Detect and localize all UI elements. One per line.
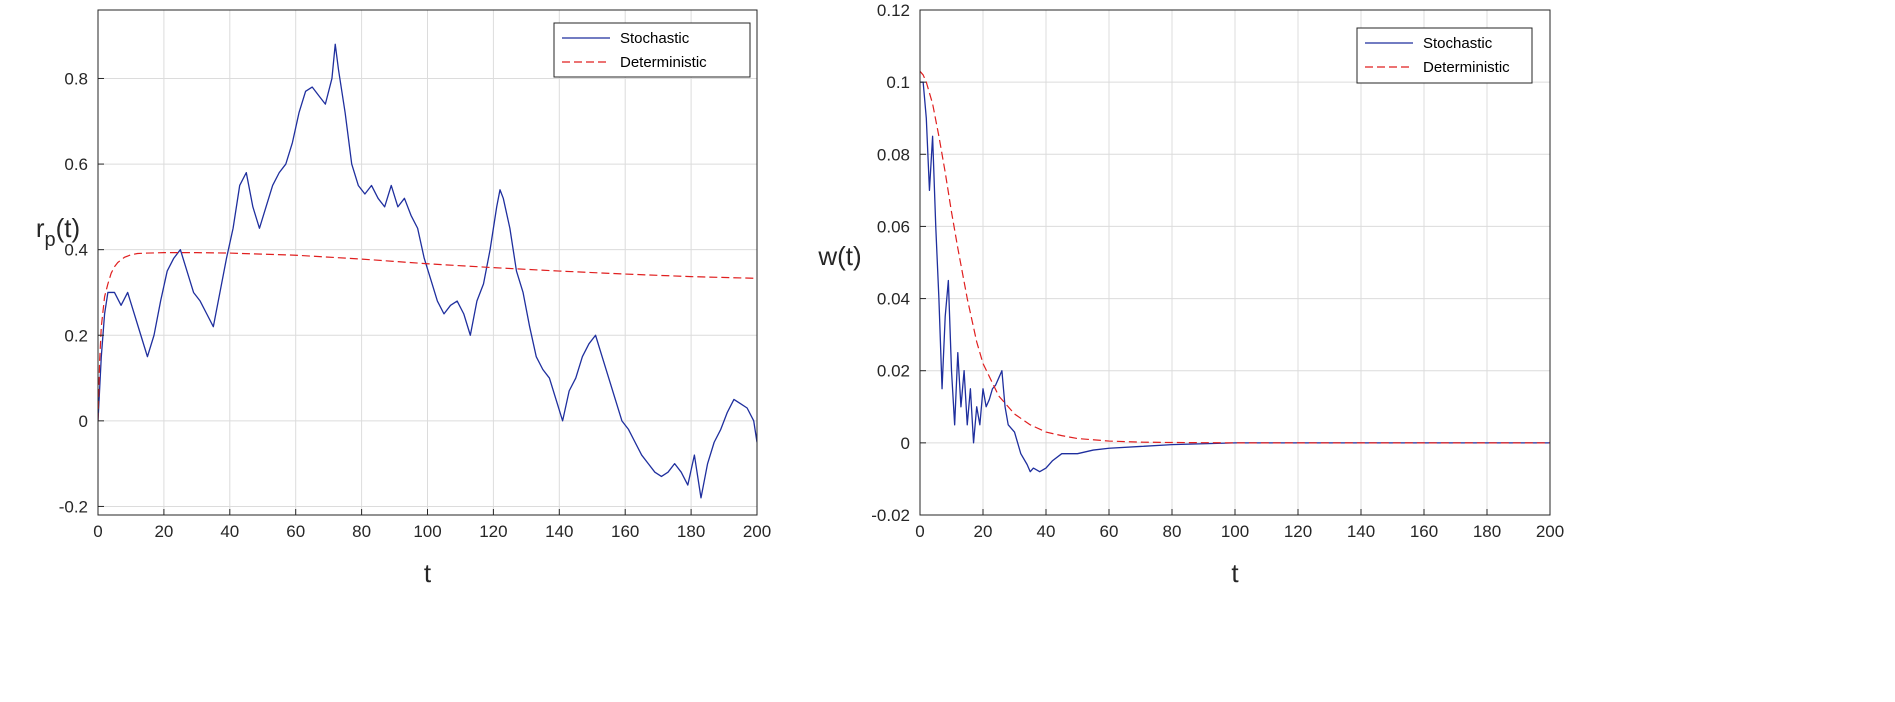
left-y-label-sub: p <box>45 229 56 251</box>
left-xtick-label-7: 140 <box>545 522 573 541</box>
left-ytick-label-2: 0.2 <box>64 326 88 345</box>
right-xtick-label-3: 60 <box>1100 522 1119 541</box>
right-ytick-label-5: 0.08 <box>877 145 910 164</box>
left-ytick-label-1: 0 <box>79 412 88 431</box>
left-legend-label-0: Stochastic <box>620 30 690 47</box>
left-x-axis-label: t <box>424 558 432 588</box>
right-ytick-label-3: 0.04 <box>877 290 910 309</box>
left-ytick-label-3: 0.4 <box>64 241 88 260</box>
right-xtick-label-8: 160 <box>1410 522 1438 541</box>
left-xtick-label-9: 180 <box>677 522 705 541</box>
left-xtick-label-3: 60 <box>286 522 305 541</box>
left-y-axis-label: rp(t) <box>36 213 80 251</box>
left-xtick-label-4: 80 <box>352 522 371 541</box>
right-xtick-label-9: 180 <box>1473 522 1501 541</box>
left-y-label-tail: (t) <box>56 213 81 243</box>
right-y-label-main: w(t) <box>817 241 861 271</box>
right-xtick-label-7: 140 <box>1347 522 1375 541</box>
right-xtick-label-0: 0 <box>915 522 924 541</box>
right-legend: Stochastic Deterministic <box>1356 27 1533 84</box>
left-xtick-label-5: 100 <box>413 522 441 541</box>
right-ytick-label-4: 0.06 <box>877 217 910 236</box>
right-legend-box <box>1356 27 1533 84</box>
left-series-stochastic <box>98 43 757 499</box>
left-series-deterministic <box>98 252 757 421</box>
right-series-stochastic <box>920 81 1550 473</box>
left-ytick-label-0: -0.2 <box>59 497 88 516</box>
left-xtick-label-1: 20 <box>154 522 173 541</box>
left-y-label-main: r <box>36 213 45 243</box>
left-plot: 0 20 40 60 80 100 120 140 160 180 200 -0.2 0 0.2 0.4 0.… <box>36 9 771 588</box>
right-xtick-label-2: 40 <box>1037 522 1056 541</box>
left-xtick-label-10: 200 <box>743 522 771 541</box>
right-xtick-label-1: 20 <box>974 522 993 541</box>
left-xtick-label-0: 0 <box>93 522 102 541</box>
left-legend: Stochastic Deterministic <box>553 22 751 78</box>
right-xtick-label-6: 120 <box>1284 522 1312 541</box>
right-y-axis-label: w(t) <box>817 241 861 271</box>
right-ytick-label-6: 0.1 <box>886 73 910 92</box>
left-ytick-label-4: 0.6 <box>64 155 88 174</box>
right-xtick-label-10: 200 <box>1536 522 1564 541</box>
left-ytick-label-5: 0.8 <box>64 69 88 88</box>
right-ytick-label-0: -0.02 <box>871 506 910 525</box>
left-legend-box <box>553 22 751 78</box>
right-ytick-label-2: 0.02 <box>877 362 910 381</box>
right-xtick-label-4: 80 <box>1163 522 1182 541</box>
right-ytick-label-1: 0 <box>901 434 910 453</box>
right-x-axis-label: t <box>1231 558 1239 588</box>
left-xtick-label-2: 40 <box>220 522 239 541</box>
left-xtick-label-8: 160 <box>611 522 639 541</box>
right-legend-label-1: Deterministic <box>1423 59 1510 76</box>
right-xtick-label-5: 100 <box>1221 522 1249 541</box>
right-legend-label-0: Stochastic <box>1423 35 1493 52</box>
left-xtick-label-6: 120 <box>479 522 507 541</box>
right-ytick-label-7: 0.12 <box>877 1 910 20</box>
right-plot: 0 20 40 60 80 100 120 140 160 180 200 -0.02 0 0.02 0.0… <box>817 1 1564 588</box>
left-legend-label-1: Deterministic <box>620 54 707 71</box>
